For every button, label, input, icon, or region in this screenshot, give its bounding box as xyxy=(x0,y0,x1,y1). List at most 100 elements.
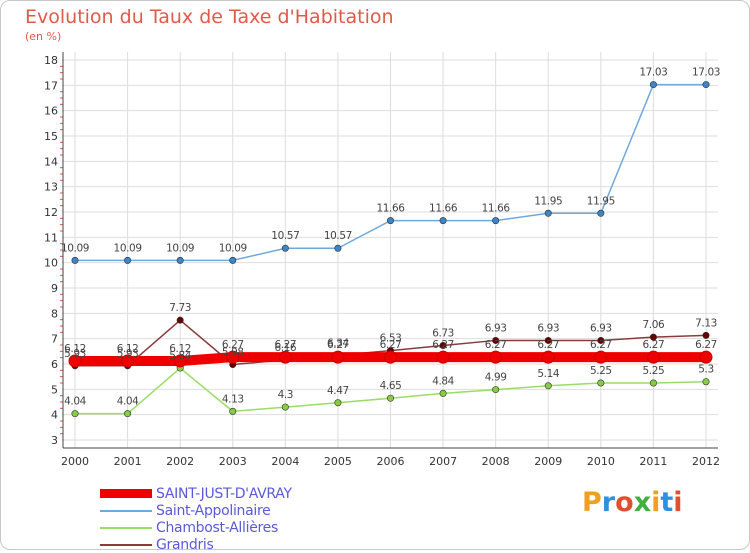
y-tick-label: 11 xyxy=(44,231,58,244)
data-point xyxy=(702,81,710,89)
data-label: 10.09 xyxy=(114,242,142,254)
data-point xyxy=(226,350,240,364)
y-tick-label: 14 xyxy=(44,155,58,168)
legend-item: SAINT-JUST-D'AVRAY xyxy=(100,485,292,502)
data-label: 4.04 xyxy=(117,396,139,408)
data-point xyxy=(229,256,237,264)
data-point xyxy=(124,256,132,264)
y-tick-label: 10 xyxy=(44,257,58,270)
y-tick-label: 7 xyxy=(51,333,58,346)
data-label: 11.66 xyxy=(482,203,511,215)
data-point xyxy=(492,386,500,394)
data-point xyxy=(281,244,289,252)
data-label: 17.03 xyxy=(639,67,667,79)
data-label: 11.66 xyxy=(376,203,405,215)
data-label: 4.47 xyxy=(327,385,349,397)
data-point xyxy=(281,403,289,411)
data-point xyxy=(278,350,292,364)
data-label: 6.93 xyxy=(485,322,507,334)
data-label: 6.27 xyxy=(537,339,559,351)
data-point xyxy=(544,382,552,390)
data-point xyxy=(699,350,713,364)
data-point xyxy=(439,389,447,397)
data-label: 4.99 xyxy=(485,372,507,384)
legend-swatch xyxy=(100,489,152,498)
data-label: 4.13 xyxy=(222,393,244,405)
data-label: 5.25 xyxy=(643,365,665,377)
data-point xyxy=(124,410,132,418)
y-tick-label: 9 xyxy=(51,282,58,295)
legend-label: Saint-Appolinaire xyxy=(156,502,271,519)
data-point xyxy=(173,354,187,368)
data-label: 11.66 xyxy=(429,203,458,215)
data-point xyxy=(334,399,342,407)
x-tick-label: 2005 xyxy=(324,455,352,468)
data-label: 6.27 xyxy=(643,339,665,351)
y-tick-label: 12 xyxy=(44,206,58,219)
x-tick-label: 2004 xyxy=(271,455,299,468)
proxiti-logo: Proxiti xyxy=(582,487,683,518)
data-label: 6.12 xyxy=(169,343,191,355)
data-label: 4.04 xyxy=(64,396,86,408)
data-point xyxy=(541,350,555,364)
data-label: 10.57 xyxy=(324,230,352,242)
data-label: 5.93 xyxy=(64,348,86,360)
legend-swatch xyxy=(100,509,152,512)
y-tick-label: 8 xyxy=(51,307,58,320)
y-tick-label: 5 xyxy=(51,383,58,396)
legend-label: SAINT-JUST-D'AVRAY xyxy=(156,485,292,502)
data-labels: 6.12 6.12 6.12 6.27 6.27 6.27 6.27 6.27 6.27 6.27… xyxy=(61,67,720,408)
data-point xyxy=(439,217,447,225)
data-label: 5.84 xyxy=(169,350,191,362)
data-label: 10.09 xyxy=(61,242,89,254)
data-point xyxy=(649,333,657,341)
x-tick-label: 2006 xyxy=(377,455,405,468)
data-label: 6.16 xyxy=(274,342,296,354)
x-tick-label: 2001 xyxy=(114,455,142,468)
x-tick-label: 2012 xyxy=(692,455,720,468)
data-label: 6.53 xyxy=(380,333,402,345)
data-point xyxy=(492,217,500,225)
data-label: 7.73 xyxy=(169,302,191,314)
legend-item: Grandris xyxy=(100,536,292,553)
data-point xyxy=(386,394,394,402)
data-label: 6.34 xyxy=(327,337,349,349)
y-tick-label: 15 xyxy=(44,130,58,143)
data-label: 6.27 xyxy=(695,339,717,351)
data-label: 6.27 xyxy=(274,339,296,351)
axes: 3 4 5 6 7 8 9 10 11 12 13 14 15 16 17 18 2000 2001 2002 200… xyxy=(44,52,720,468)
data-point xyxy=(702,331,710,339)
data-point xyxy=(334,244,342,252)
legend-swatch xyxy=(100,543,152,546)
data-label: 17.03 xyxy=(692,67,720,79)
data-point xyxy=(439,342,447,350)
x-tick-label: 2009 xyxy=(534,455,562,468)
data-point xyxy=(646,350,660,364)
chart-subtitle: (en %) xyxy=(25,30,62,43)
data-label: 4.3 xyxy=(278,389,294,401)
data-label: 4.84 xyxy=(432,375,454,387)
data-label: 11.95 xyxy=(534,195,562,207)
data-point xyxy=(384,350,397,364)
data-point xyxy=(702,378,710,386)
data-label: 5.98 xyxy=(222,347,244,359)
data-label: 7.13 xyxy=(695,317,717,329)
data-point xyxy=(121,354,135,368)
data-label: 6.12 xyxy=(64,343,86,355)
x-tick-label: 2007 xyxy=(429,455,457,468)
y-tick-label: 17 xyxy=(44,79,58,92)
chart-title: Evolution du Taux de Taxe d'Habitation xyxy=(25,6,394,28)
legend-item: Chambost-Allières xyxy=(100,519,292,536)
data-label: 4.65 xyxy=(380,380,402,392)
data-label: 10.09 xyxy=(219,242,247,254)
legend-swatch xyxy=(100,526,152,529)
data-label: 6.27 xyxy=(590,339,612,351)
data-label: 6.27 xyxy=(485,339,507,351)
data-point xyxy=(594,350,608,364)
x-tick-label: 2002 xyxy=(166,455,194,468)
x-tick-label: 2010 xyxy=(587,455,615,468)
data-point xyxy=(597,209,605,217)
data-point xyxy=(229,407,237,415)
